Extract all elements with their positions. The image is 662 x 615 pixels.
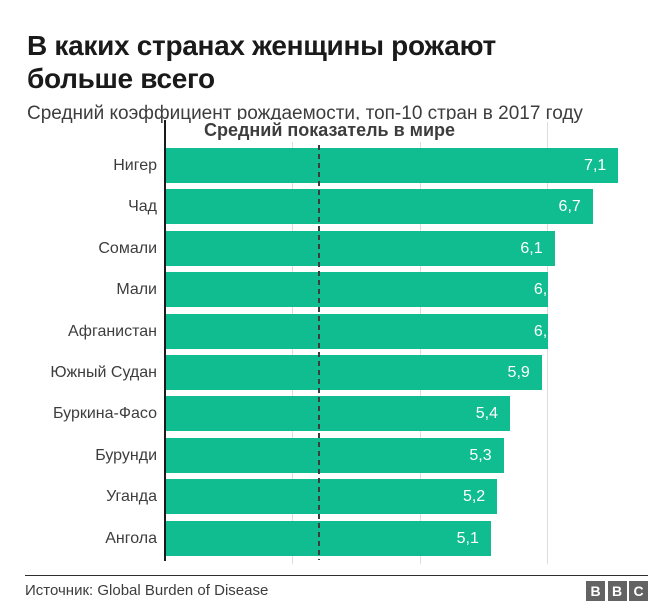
world-average-dashed-line: [317, 127, 320, 560]
bar-value-label: 5,3: [469, 446, 492, 464]
bar-value-label: 6,7: [558, 198, 581, 216]
bar-value-label: 7,1: [584, 157, 607, 174]
world-average-label: Средний показатель в мире: [204, 120, 459, 142]
country-label: Южный Судан: [50, 364, 157, 381]
value-bar: 6,7: [166, 189, 593, 225]
value-bar: 5,4: [166, 396, 510, 432]
value-bar: 5,1: [166, 520, 491, 556]
bar-value-label: 5,2: [462, 488, 486, 506]
bbc-logo-block: B: [586, 581, 605, 601]
bar-value-label: 6,: [533, 322, 548, 340]
bar-value-label: 5,1: [456, 529, 479, 547]
footer-divider: [25, 575, 648, 576]
bbc-logo-block: C: [629, 581, 648, 601]
value-bar: 6,: [166, 272, 549, 308]
country-label: Чад: [128, 198, 157, 216]
value-bar: 7,1: [166, 148, 619, 183]
country-label: Сомали: [98, 239, 157, 257]
country-label: Афганистан: [67, 322, 157, 340]
chart-title: В каких странах женщины рожают больше вс…: [27, 29, 496, 94]
country-label: Ангола: [105, 529, 157, 547]
country-label: Бурунди: [95, 446, 157, 464]
country-label: Уганда: [106, 488, 157, 506]
bar-value-label: 5,4: [475, 405, 498, 423]
country-label: Буркина-Фасо: [52, 405, 157, 423]
bar-value-label: 6,: [533, 281, 548, 299]
y-axis-line: [164, 120, 166, 561]
value-bar: 6,1: [166, 230, 555, 266]
country-label: Нигер: [113, 157, 157, 174]
value-bar: 5,3: [166, 437, 504, 473]
bbc-logo-block: B: [607, 581, 627, 601]
country-label: Мали: [116, 281, 157, 299]
value-bar: 5,9: [166, 355, 542, 390]
value-bar: 6,: [166, 313, 549, 349]
value-bar: 5,2: [166, 479, 498, 515]
bar-value-label: 6,1: [520, 239, 543, 257]
bar-value-label: 5,9: [507, 364, 530, 381]
source-text: Источник: Global Burden of Disease: [25, 582, 269, 599]
chart-subtitle: Средний коэффициент рождаемости, топ-10 …: [27, 103, 583, 124]
bbc-logo: B B C: [586, 581, 648, 601]
